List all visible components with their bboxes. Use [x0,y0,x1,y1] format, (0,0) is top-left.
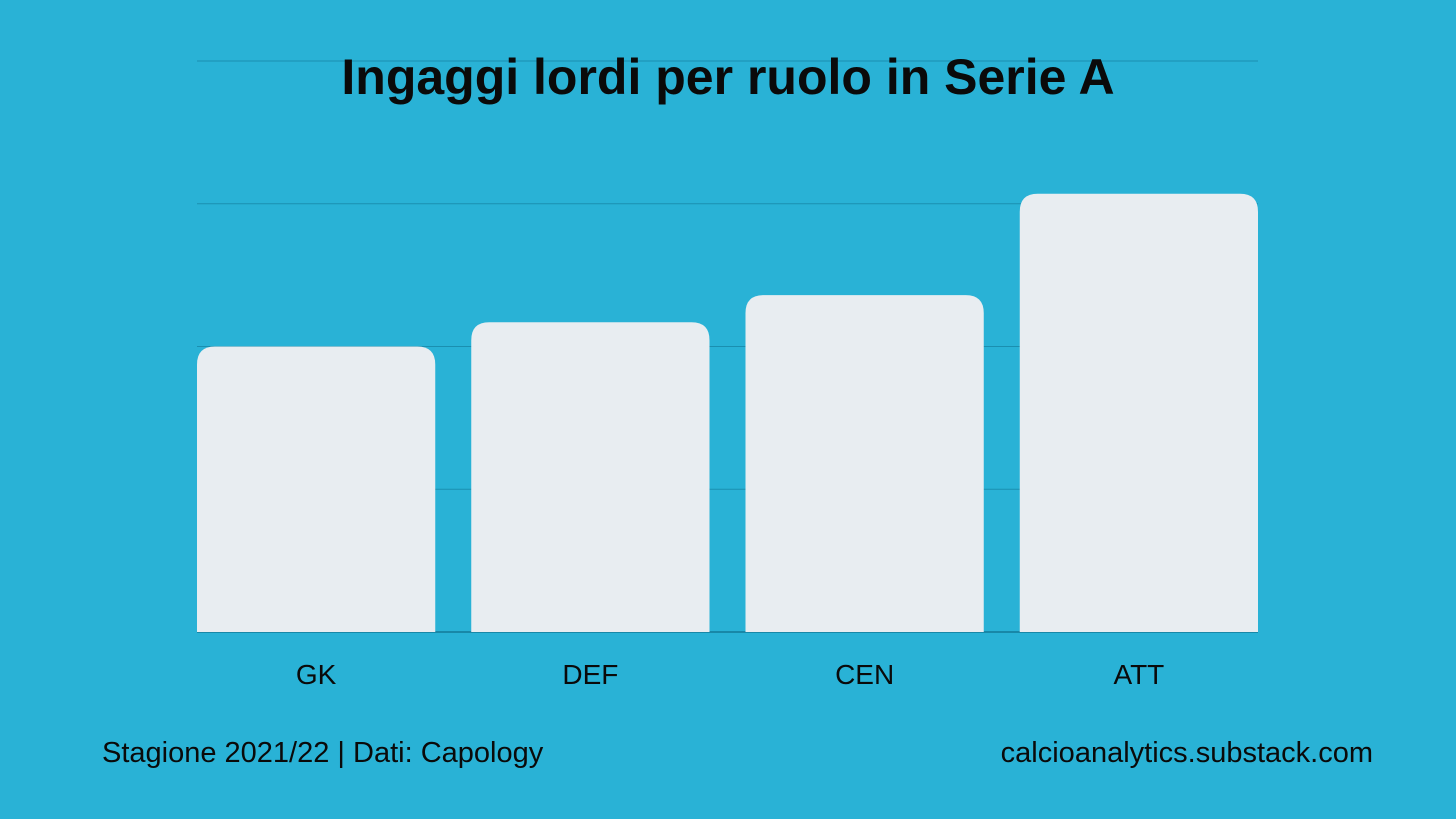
bar-def [471,322,710,632]
category-label-gk: GK [296,659,337,690]
bars [197,193,1258,632]
source-note: Stagione 2021/22 | Dati: Capology [102,737,544,769]
chart-title: Ingaggi lordi per ruolo in Serie A [341,49,1115,105]
category-label-att: ATT [1113,659,1164,690]
bar-cen [745,295,984,632]
website-link[interactable]: calcioanalytics.substack.com [1000,737,1373,769]
category-labels: GK DEF CEN ATT [296,659,1164,690]
bar-gk [197,346,436,632]
category-label-cen: CEN [835,659,894,690]
bar-att [1019,193,1258,632]
category-label-def: DEF [562,659,618,690]
